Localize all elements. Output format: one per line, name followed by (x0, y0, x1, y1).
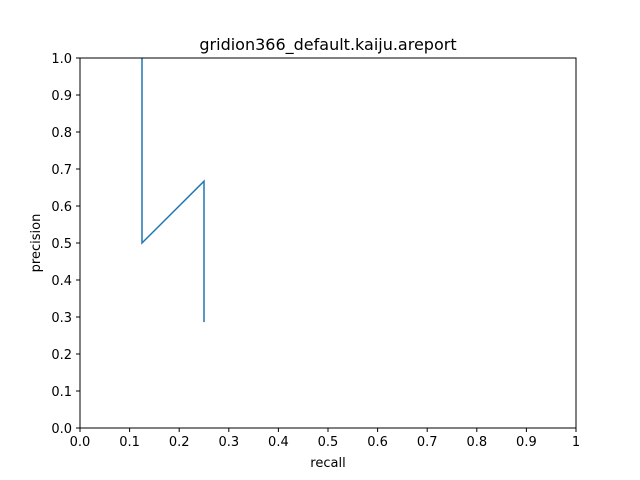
x-tick-label: 0.0 (70, 435, 91, 450)
y-axis-ticks: 0.0 0.1 0.2 0.3 0.4 0.5 0.6 0.7 0.8 0.9 1.0 (51, 52, 80, 437)
x-tick-label: 0.4 (268, 435, 289, 450)
y-axis-label: precision (29, 214, 44, 273)
x-axis-label: recall (310, 456, 345, 471)
x-axis-ticks: 0.0 0.1 0.2 0.3 0.4 0.5 0.6 0.7 0.8 0.9 1 (70, 428, 580, 450)
series-line-0 (141, 58, 205, 323)
series-group (141, 58, 205, 323)
y-tick-label: 0.0 (51, 422, 72, 437)
y-tick-label: 0.9 (51, 89, 72, 104)
y-tick-label: 0.6 (51, 200, 72, 215)
y-tick-label: 0.2 (51, 348, 72, 363)
y-tick-label: 0.8 (51, 126, 72, 141)
x-tick-label: 0.9 (516, 435, 537, 450)
y-tick-label: 0.7 (51, 163, 72, 178)
x-tick-label: 1 (572, 435, 580, 450)
x-tick-label: 0.8 (466, 435, 487, 450)
y-tick-label: 1.0 (51, 52, 72, 67)
y-tick-label: 0.5 (51, 237, 72, 252)
x-tick-label: 0.6 (367, 435, 388, 450)
y-tick-label: 0.4 (51, 274, 72, 289)
x-tick-label: 0.1 (119, 435, 140, 450)
y-tick-label: 0.3 (51, 311, 72, 326)
y-tick-label: 0.1 (51, 385, 72, 400)
x-tick-label: 0.7 (417, 435, 438, 450)
x-tick-label: 0.5 (318, 435, 339, 450)
chart-title: gridion366_default.kaiju.areport (199, 35, 456, 55)
x-tick-label: 0.3 (218, 435, 239, 450)
x-tick-label: 0.2 (169, 435, 190, 450)
plot-frame (79, 57, 577, 429)
